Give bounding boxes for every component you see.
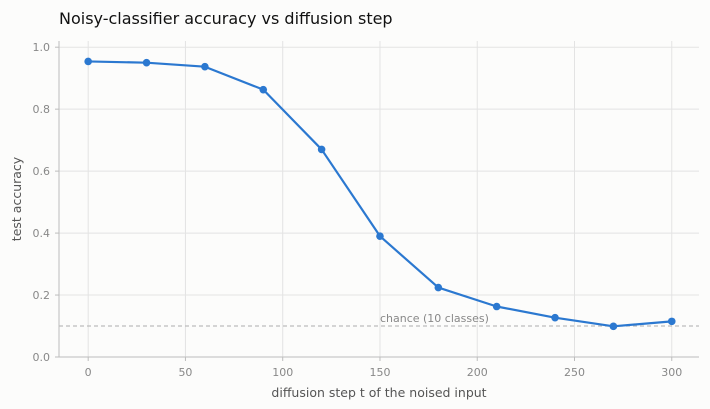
y-tick-label: 0.4 — [33, 227, 51, 240]
y-tick-label: 1.0 — [33, 41, 51, 54]
y-tick-label: 0.2 — [33, 289, 51, 302]
data-point — [667, 317, 676, 326]
data-point — [317, 145, 326, 154]
x-tick-label: 150 — [369, 366, 390, 379]
axes: 0 50 100 150 200 250 300 0.0 0.2 0.4 0.6 0.8 1.0 — [33, 41, 699, 379]
x-axis-label: diffusion step t of the noised input — [271, 385, 486, 400]
x-tick-label: 250 — [564, 366, 585, 379]
reference-line-group: chance (10 classes) — [59, 312, 699, 327]
x-tick-label: 50 — [178, 366, 192, 379]
data-point — [376, 232, 384, 240]
data-point — [551, 313, 559, 322]
x-tick-label: 100 — [272, 366, 293, 379]
y-axis-label: test accuracy — [9, 156, 24, 241]
x-tick-label: 300 — [661, 366, 682, 379]
data-point — [609, 322, 618, 331]
reference-line-label: chance (10 classes) — [380, 312, 489, 325]
y-tick-label: 0.8 — [33, 103, 51, 116]
series-group — [84, 57, 676, 331]
data-point — [142, 58, 151, 67]
y-tick-label: 0.6 — [33, 165, 51, 178]
chart-title: Noisy-classifier accuracy vs diffusion s… — [59, 9, 393, 28]
grid — [59, 41, 699, 358]
y-tick-label: 0.0 — [33, 351, 51, 364]
data-point — [434, 283, 443, 292]
data-point — [259, 85, 268, 94]
x-tick-label: 200 — [467, 366, 488, 379]
x-tick-label: 0 — [85, 366, 92, 379]
data-point — [492, 302, 501, 311]
data-point — [201, 62, 209, 71]
data-point — [84, 57, 92, 66]
